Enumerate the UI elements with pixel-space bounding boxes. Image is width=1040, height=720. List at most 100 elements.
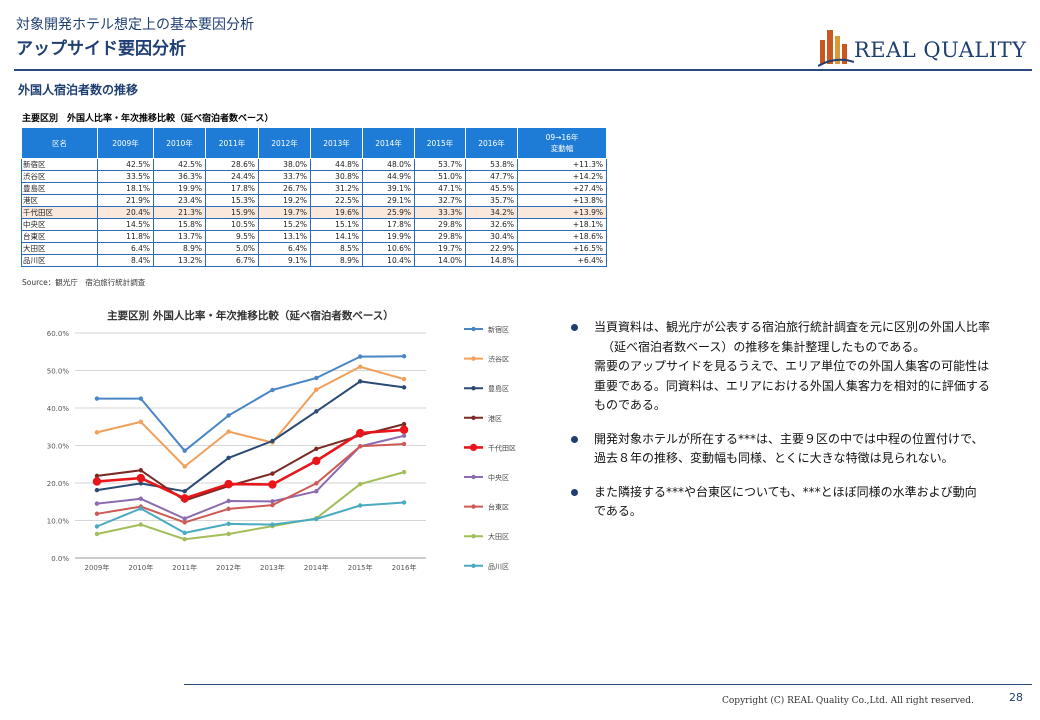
ratio-cell: 33.5% [97,170,154,183]
bullet-dot-icon [571,435,578,443]
ratio-cell: 51.0% [414,170,466,183]
data-point [312,456,321,466]
ward-name-cell: 大田区 [21,242,98,255]
table-row: 渋谷区 33.5% 36.3% 24.4% 33.7% 30.8% 44.9% 51.0% 47… [21,170,607,183]
legend-label: 品川区 [488,563,509,571]
data-point [138,496,144,501]
ratio-cell: 23.4% [153,194,206,207]
change-cell: +18.1% [517,218,607,231]
ratio-cell: 13.1% [258,230,311,243]
data-point [226,413,231,418]
bullet-line: 開発対象ホテルが所在する***は、主要９区の中では中程の位置付けで、 [594,431,984,446]
legend-label: 港区 [488,414,502,423]
ratio-cell: 44.9% [362,170,415,183]
ratio-cell: 8.4% [97,254,154,267]
data-point [226,429,231,434]
header-2015: 2015年 [414,127,466,159]
legend-label: 渋谷区 [488,355,509,364]
data-point [138,481,144,486]
series-line [96,365,405,468]
series-line [96,428,405,500]
header-divider [14,69,1032,71]
ratio-cell: 32.7% [414,194,466,207]
bullet-line: （延べ宿泊者数ベース）の推移を集計整理したものである。 [602,339,926,354]
y-tick-label: 50.0% [47,368,70,376]
ratio-cell: 17.8% [362,218,415,231]
data-point [226,498,231,504]
ward-name-cell: 台東区 [21,230,98,243]
legend-marker [471,326,476,332]
ratio-cell: 13.2% [153,254,206,267]
ratio-cell: 25.9% [362,206,415,219]
ratio-cell: 29.8% [414,230,466,243]
ratio-cell: 29.1% [362,194,415,207]
data-point [270,471,275,476]
ratio-cell: 14.0% [414,254,466,267]
ratio-cell: 53.8% [465,158,518,171]
ratio-cell: 45.5% [465,182,518,195]
ratio-cell: 18.1% [97,182,154,195]
bullet-line: また隣接する***や台東区についても、***とほぼ同様の水準および動向 [594,484,977,499]
ratio-cell: 9.5% [205,230,259,243]
table-body: 新宿区 42.5% 42.5% 28.6% 38.0% 44.8% 48.0% 53.7% 53… [21,158,607,267]
ratio-cell: 5.0% [205,242,259,255]
ratio-cell: 10.4% [362,254,415,267]
data-point [224,479,233,489]
page-number: 28 [1009,691,1023,704]
header-2010: 2010年 [153,127,206,159]
data-point [182,537,187,542]
data-point [314,375,319,381]
table-row: 大田区 6.4% 8.9% 5.0% 6.4% 8.5% 10.6% 19.7% 22.9% +1… [21,242,607,255]
ratio-cell: 19.7% [414,242,466,255]
data-point [355,428,365,438]
table-row: 港区 21.9% 23.4% 15.3% 19.2% 22.5% 29.1% 32.7% 35.… [21,194,607,207]
data-point [401,421,407,427]
change-cell: +16.5% [517,242,607,255]
ratio-cell: 36.3% [153,170,206,183]
ratio-cell: 15.9% [205,206,259,219]
data-point [182,516,187,521]
ratio-cell: 8.9% [310,254,363,267]
change-cell: +11.3% [517,158,607,171]
ratio-cell: 9.1% [258,254,311,267]
bullet-line: 重要である。同資料は、エリアにおける外国人集客力を相対的に評価する [594,378,990,393]
ratio-cell: 33.3% [414,206,466,219]
ratio-cell: 19.2% [258,194,311,207]
ratio-cell: 42.5% [153,158,206,171]
company-logo: REAL QUALITY [817,26,1026,68]
change-cell: +13.9% [517,206,607,219]
data-point [138,419,144,425]
ratio-cell: 19.7% [258,206,311,219]
data-point [357,503,363,508]
data-point [226,521,231,527]
legend-marker [471,563,476,568]
ratio-cell: 19.6% [310,206,363,219]
ratio-cell: 19.9% [153,182,206,195]
data-point [270,522,275,527]
legend-marker [469,443,478,451]
ratio-cell: 13.7% [153,230,206,243]
copyright-text: Copyright (C) REAL Quality Co.,Ltd. All … [722,696,974,706]
ratio-cell: 8.5% [310,242,363,255]
data-point [94,430,100,435]
ratio-cell: 10.6% [362,242,415,255]
x-tick-label: 2009年 [85,563,110,572]
data-point [94,501,100,506]
x-tick-label: 2014年 [304,563,329,572]
data-point [270,387,275,393]
data-point [401,500,407,505]
ratio-cell: 8.9% [153,242,206,255]
ratio-cell: 31.2% [310,182,363,195]
ratio-cell: 48.0% [362,158,415,171]
data-point [226,455,231,461]
data-point [182,520,187,525]
chart-title: 主要区別 外国人比率・年次推移比較（延べ宿泊者数ベース） [107,310,394,322]
legend-marker [471,504,476,509]
ratio-cell: 24.4% [205,170,259,183]
ratio-cell: 30.8% [310,170,363,183]
bullet-line: 過去８年の推移、変動幅も同様、とくに大きな特徴は見られない。 [594,451,954,465]
bullet-item: 開発対象ホテルが所在する***は、主要９区の中では中程の位置付けで、 過去８年の推… [568,430,998,469]
table-row: 新宿区 42.5% 42.5% 28.6% 38.0% 44.8% 48.0% 53.7% 53… [21,158,607,171]
bullet-line: である。 [594,504,642,518]
header-change: 09→16年 変動幅 [517,127,607,159]
